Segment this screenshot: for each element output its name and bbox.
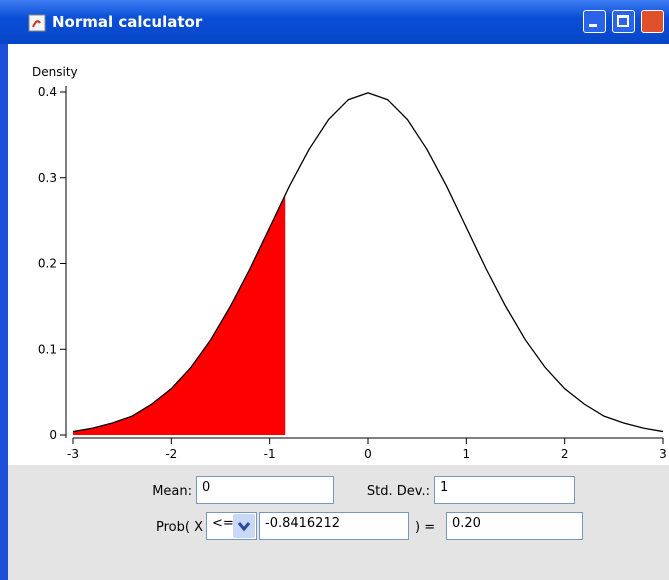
y-axis-label: Density [32,65,78,79]
dropdown-button[interactable] [233,514,255,538]
operator-select[interactable]: <= [206,512,257,540]
y-tick-label: 0.4 [38,85,57,99]
operator-value: <= [212,516,234,531]
prob-close-label: ) = [415,520,436,535]
x-tick-label: 3 [659,447,667,461]
app-icon [28,14,46,32]
prob-open-label: Prob( X [156,520,203,535]
mean-label: Mean: [152,484,192,499]
cutoff-input[interactable]: -0.8416212 [259,512,409,540]
shaded-area [73,194,286,435]
x-axis-label: x [365,464,372,465]
y-tick-label: 0 [49,428,57,442]
y-tick-label: 0.2 [38,257,57,271]
control-panel: Mean: 0 Std. Dev.: 1 Prob( X <= -0.84162… [8,465,669,580]
x-tick-label: 2 [561,447,569,461]
title-bar: Normal calculator [0,0,669,44]
plot-background [8,44,669,465]
minimize-button[interactable] [583,10,606,33]
maximize-button[interactable] [612,10,635,33]
window-title: Normal calculator [52,13,203,31]
y-tick-label: 0.3 [38,171,57,185]
plot: Density x 0 0.1 0.2 0.3 0.4 -3 -2 -1 0 1 2 3 [8,44,669,465]
x-tick-label: -2 [165,447,177,461]
y-tick-label: 0.1 [38,342,57,356]
x-tick-label: -3 [67,447,79,461]
x-tick-label: -1 [264,447,276,461]
probability-input[interactable]: 0.20 [446,512,583,540]
sd-label: Std. Dev.: [366,484,430,499]
x-tick-label: 1 [463,447,471,461]
dropdown-arrow [237,522,251,532]
density-curve [72,92,664,433]
sd-input[interactable]: 1 [434,476,575,504]
x-tick-label: 0 [364,447,372,461]
close-button[interactable] [641,10,664,33]
mean-input[interactable]: 0 [196,476,334,504]
